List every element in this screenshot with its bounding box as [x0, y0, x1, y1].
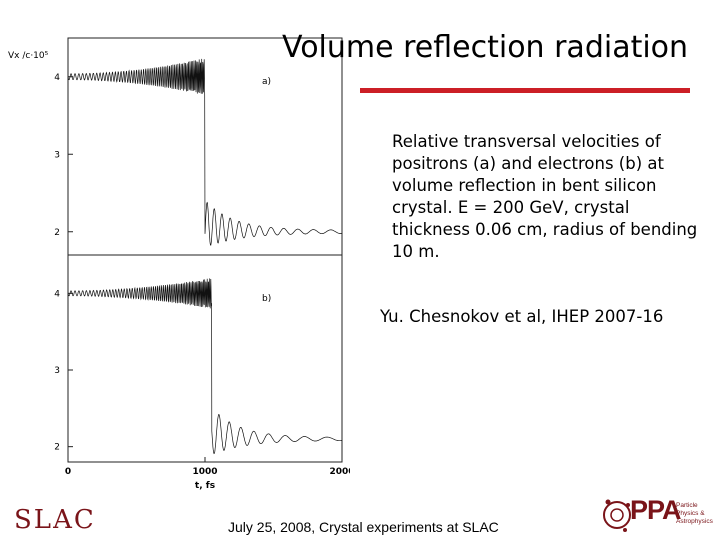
y-axis-label: Vx /c·10⁵ — [8, 51, 49, 61]
y-tick-label: 3 — [54, 366, 60, 376]
x-tick-label: 2000 — [329, 467, 350, 477]
y-tick-label: 3 — [54, 150, 60, 160]
ppa-logo-subtitle: Particle Physics & Astrophysics — [676, 502, 713, 525]
title-underline — [360, 88, 690, 93]
ppa-logo-text: PPA — [630, 495, 682, 525]
x-tick-label: 1000 — [192, 467, 217, 477]
reference-citation: Yu. Chesnokov et al, IHEP 2007-16 — [380, 307, 664, 326]
x-tick-label: 0 — [65, 467, 71, 477]
ppa-emblem-icon — [603, 499, 631, 532]
figure-caption: Relative transversal velocities of posit… — [392, 132, 698, 261]
velocity-series-line — [67, 58, 343, 246]
panel-label: a) — [262, 77, 271, 87]
velocity-series-line — [67, 278, 342, 455]
velocity-plot: 2 3 4 a) 2 3 4 b) Vx /c·10⁵ 0 1000 2000 t, fs — [0, 0, 350, 490]
x-axis-label: t, fs — [195, 481, 215, 490]
y-tick-label: 2 — [54, 443, 60, 453]
slide-footer: July 25, 2008, Crystal experiments at SL… — [228, 519, 499, 535]
y-tick-label: 2 — [54, 228, 60, 238]
ppa-logo: PPA Particle Physics & Astrophysics — [600, 493, 713, 537]
y-tick-label: 4 — [54, 73, 60, 83]
slac-logo: SLAC — [14, 505, 96, 535]
panel-label: b) — [262, 294, 271, 304]
velocity-plot-svg: 2 3 4 a) 2 3 4 b) Vx /c·10⁵ 0 1000 2000 t, fs — [8, 37, 350, 490]
y-tick-label: 4 — [54, 289, 60, 299]
slide-title: Volume reflection radiation — [282, 30, 689, 65]
